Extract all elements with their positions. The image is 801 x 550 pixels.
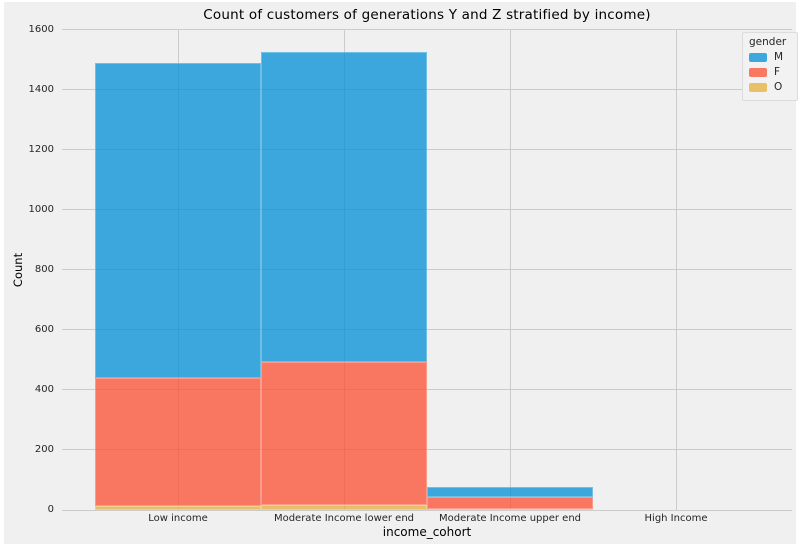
bar-segment-O [261,504,427,510]
bar-0 [95,29,261,510]
gridline-x-2 [509,29,511,510]
bar-segment-F [95,377,261,506]
x-tick-label: High Income [644,513,708,524]
bar-segment-M [261,51,427,363]
y-tick-label: 800 [34,263,54,275]
bar-segment-F [427,497,593,510]
legend-label: M [774,51,784,63]
y-tick-label: 1400 [28,83,54,95]
gridline-y-1400 [62,89,792,91]
legend-label: O [774,81,783,93]
legend-swatch-F [749,67,767,77]
legend-swatch-O [749,82,767,92]
x-axis-label: income_cohort [382,525,472,539]
legend-label: F [774,66,781,78]
gridline-y-600 [62,329,792,331]
gridline-y-400 [62,389,792,391]
legend-entry-F: F [749,66,792,78]
gridline-y-800 [62,269,792,271]
y-tick-label: 1600 [28,23,54,35]
y-tick-label: 400 [34,383,54,395]
gridline-y-1000 [62,209,792,211]
bar-1 [261,29,427,510]
x-tick-label: Moderate Income upper end [438,513,582,524]
legend-entry-O: O [749,81,792,93]
gridline-x-3 [675,29,677,510]
chart-title: Count of customers of generations Y and … [203,7,651,23]
gridline-y-1600 [62,29,792,31]
bar-segment-O [95,505,261,510]
chart-figure: Count of customers of generations Y and … [4,2,798,544]
y-axis-label: Count [11,252,25,288]
gridline-y-0 [62,509,792,511]
bar-segment-M [427,486,593,498]
y-tick-label: 200 [34,443,54,455]
bar-segment-M [95,62,261,378]
y-tick-label: 1200 [28,143,54,155]
bar-segment-F [261,362,427,505]
legend-title: gender [749,36,787,48]
gridline-y-200 [62,449,792,451]
bar-2 [427,29,593,510]
legend-entry-M: M [749,51,792,63]
bar-segment-O [427,509,593,510]
y-tick-label: 0 [47,504,54,515]
y-tick-label: 1000 [28,203,54,215]
gridline-y-1200 [62,149,792,151]
plot-area [62,29,792,511]
x-tick-label: Low income [148,513,208,524]
x-tick-label: Moderate Income lower end [273,513,415,524]
y-tick-label: 600 [34,323,54,335]
bar-3 [593,29,759,510]
legend-swatch-M [749,52,767,62]
